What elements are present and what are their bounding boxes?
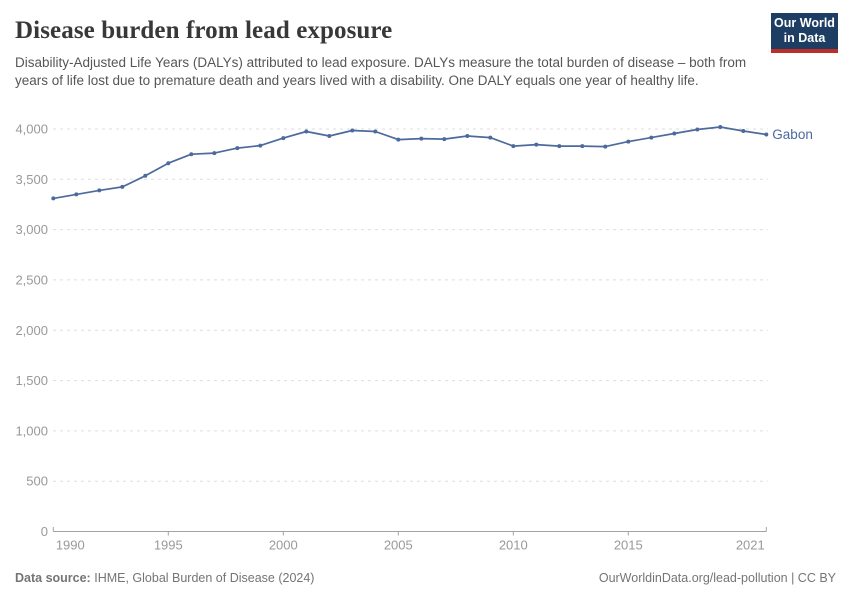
data-point[interactable] (212, 151, 217, 156)
data-point[interactable] (327, 134, 332, 138)
y-axis-labels: 0 500 1,000 1,500 2,000 2,500 3,000 3,500 4,000 (15, 122, 48, 540)
x-tick-label: 2015 (614, 538, 643, 553)
data-point[interactable] (718, 125, 723, 129)
x-tick-label: 2010 (499, 538, 528, 553)
license-note: OurWorldinData.org/lead-pollution | CC B… (598, 571, 836, 585)
data-point[interactable] (143, 173, 148, 178)
data-point[interactable] (465, 134, 470, 138)
data-point[interactable] (281, 136, 286, 141)
data-point[interactable] (235, 146, 240, 151)
chart-footer: Data source: IHME, Global Burden of Dise… (15, 571, 836, 585)
data-point[interactable] (695, 127, 700, 132)
data-point[interactable] (511, 144, 516, 149)
y-tick-label: 1,000 (15, 423, 48, 438)
y-tick-label: 4,000 (15, 122, 48, 137)
data-point[interactable] (51, 196, 56, 201)
data-point[interactable] (74, 192, 79, 197)
data-point[interactable] (304, 129, 309, 134)
y-tick-label: 2,500 (15, 272, 48, 287)
data-source-label: Data source: (15, 571, 91, 585)
x-tick-label: 2005 (384, 538, 413, 553)
data-point[interactable] (741, 129, 746, 133)
data-point[interactable] (258, 143, 263, 148)
data-source: Data source: IHME, Global Burden of Dise… (15, 571, 314, 585)
y-tick-label: 2,000 (15, 323, 48, 338)
chart-header: Disease burden from lead exposure Disabi… (15, 17, 760, 90)
data-point[interactable] (120, 184, 125, 189)
data-point[interactable] (396, 137, 401, 142)
x-tick-label: 2000 (269, 538, 298, 553)
data-point[interactable] (373, 129, 378, 134)
data-point[interactable] (350, 128, 355, 133)
owid-logo[interactable]: Our World in Data (771, 13, 838, 53)
data-point[interactable] (166, 161, 171, 166)
chart-subtitle: Disability-Adjusted Life Years (DALYs) a… (15, 54, 747, 89)
x-tick-label: 2021 (736, 538, 765, 553)
data-point[interactable] (419, 136, 424, 141)
x-axis: 1990 1995 2000 2005 2010 2015 2021 (52, 527, 767, 553)
data-point[interactable] (626, 139, 631, 144)
gridlines (53, 128, 768, 482)
data-point[interactable] (534, 142, 539, 147)
data-point[interactable] (189, 152, 194, 157)
data-source-text: IHME, Global Burden of Disease (2024) (94, 571, 315, 585)
data-point[interactable] (557, 144, 562, 149)
series-label-gabon[interactable]: Gabon (772, 127, 813, 143)
owid-logo-line2: in Data (783, 30, 826, 45)
data-point[interactable] (672, 131, 677, 136)
data-line[interactable] (53, 126, 767, 200)
data-point[interactable] (442, 137, 447, 142)
y-tick-label: 500 (26, 474, 48, 489)
y-tick-label: 3,500 (15, 172, 48, 187)
data-point[interactable] (649, 135, 654, 140)
data-point[interactable] (580, 144, 585, 149)
data-point[interactable] (488, 135, 493, 140)
owid-logo-line1: Our World (774, 16, 835, 30)
y-tick-label: 1,500 (15, 373, 48, 388)
x-tick-label: 1995 (154, 538, 183, 553)
page-title: Disease burden from lead exposure (15, 17, 393, 44)
data-point[interactable] (764, 132, 769, 137)
y-tick-label: 3,000 (15, 222, 48, 237)
x-tick-label: 1990 (56, 538, 85, 553)
data-point[interactable] (603, 144, 608, 149)
data-point[interactable] (97, 188, 102, 193)
series-gabon[interactable] (51, 125, 769, 201)
y-tick-label: 0 (41, 524, 48, 539)
